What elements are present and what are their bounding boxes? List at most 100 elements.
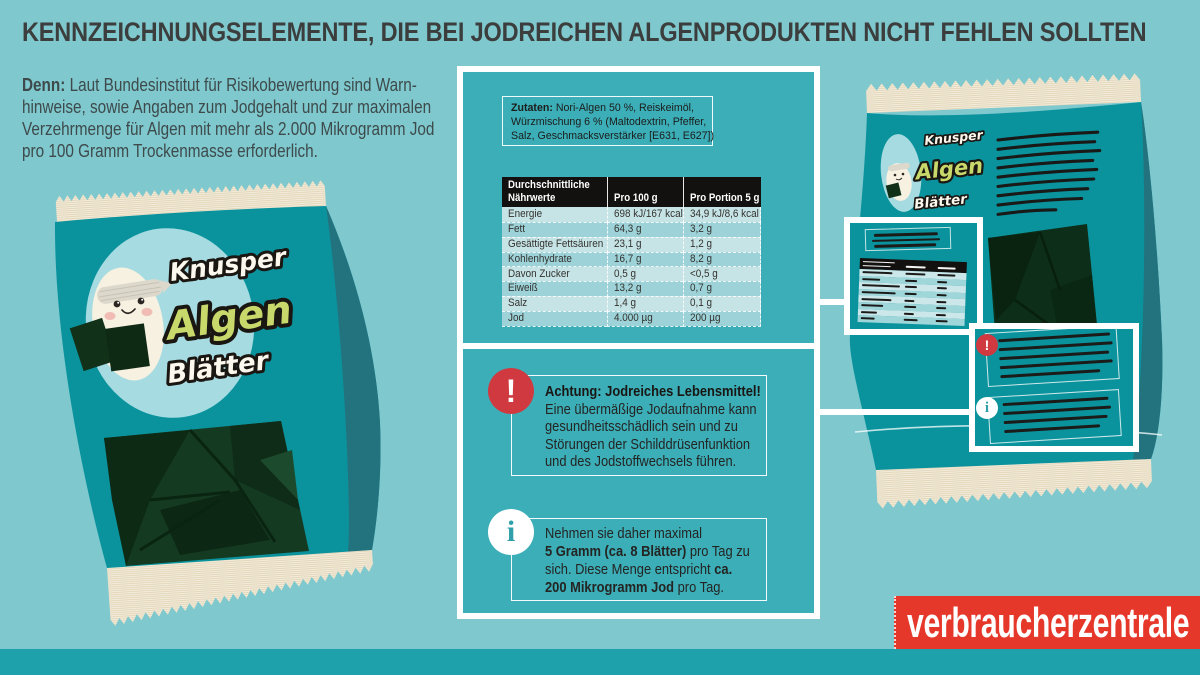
text-line: [996, 208, 1058, 216]
text-line: [936, 293, 947, 297]
text-line: [861, 297, 892, 301]
callout-ingredients: [844, 217, 983, 335]
advice-text: Nehmen sie daher maximal 5 Gramm (ca. 8 …: [545, 525, 750, 596]
nutrition-row: Salz 1,4 g 0,1 g: [502, 296, 761, 313]
text-line: [935, 313, 946, 317]
nutrition-cell: 200 µg: [683, 311, 761, 327]
nutrition-cell: 0,7 g: [683, 281, 761, 298]
text-line: [996, 130, 1100, 142]
connector-warning: [820, 409, 972, 415]
nutrition-cell: 13,2 g: [607, 281, 683, 298]
bag-top-seal: [55, 180, 327, 222]
nutrition-row: Energie 698 kJ/167 kcal 34,9 kJ/8,6 kcal: [502, 207, 761, 223]
intro-paragraph: Denn: Laut Bundesinstitut für Risikobewe…: [22, 74, 498, 162]
nutrition-row: Gesättigte Fettsäuren 23,1 g 1,2 g: [502, 236, 761, 253]
text-line: [904, 286, 917, 289]
footer-bar: [0, 649, 1200, 675]
text-line: [904, 299, 915, 302]
nutrition-cell: 64,3 g: [607, 221, 683, 238]
nutrition-cell: 4.000 µg: [607, 311, 683, 327]
nutrition-cell: 0,5 g: [607, 266, 683, 283]
logo-text: verbraucherzentrale: [907, 598, 1190, 646]
text-line: [861, 304, 884, 308]
text-line: [998, 341, 1113, 352]
ingredients-label: Zutaten:: [511, 102, 553, 114]
nutrition-cell: 1,4 g: [607, 296, 683, 313]
nutrition-cell: Gesättigte Fettsäuren: [502, 237, 607, 253]
mini-info-icon: i: [976, 397, 998, 419]
nutrition-cell: 34,9 kJ/8,6 kcal: [683, 207, 761, 223]
nutrition-cell: Eiweiß: [502, 281, 607, 298]
exclamation-icon: !: [488, 368, 534, 414]
page-title: KENNZEICHNUNGSELEMENTE, DIE BEI JODREICH…: [22, 17, 1147, 47]
nutrition-row: Davon Zucker 0,5 g <0,5 g: [502, 266, 761, 283]
algae-bag-front: Knusper Algen Blätter: [54, 180, 381, 626]
text-line: [874, 243, 937, 248]
ingredients-box: Zutaten: Nori-Algen 50 %, Reiskeimöl, Wü…: [502, 96, 715, 146]
warning-box: Achtung: Jodreiches Lebensmittel! Eine ü…: [511, 375, 767, 476]
text-line: [871, 237, 941, 243]
text-line: [996, 167, 1099, 179]
seaweed-window: [104, 421, 309, 566]
text-line: [996, 177, 1096, 189]
nutrition-cell: Energie: [502, 207, 607, 223]
text-line: [1003, 405, 1112, 416]
intro-text: Laut Bundesinstitut für Risikobewertung …: [22, 75, 435, 161]
nori-sheets: [69, 317, 150, 372]
mini-advice-box: [987, 389, 1122, 444]
onigiri-character: [69, 267, 173, 381]
nutrition-row: Kohlenhydrate 16,7 g 8,2 g: [502, 251, 761, 268]
text-line: [905, 272, 926, 276]
nutrition-table: Durchschnittliche Nährwerte Pro 100 g Pro …: [502, 177, 761, 327]
mini-warning-box: [984, 325, 1120, 387]
text-line: [862, 264, 891, 268]
nutrition-table-header: Durchschnittliche Nährwerte Pro 100 g Pro …: [502, 177, 761, 208]
text-line: [996, 187, 1090, 198]
text-line: [903, 312, 914, 315]
text-line: [996, 196, 1084, 207]
text-line: [999, 359, 1113, 370]
nutrition-cell: 23,1 g: [607, 236, 683, 253]
ingredients-text: Nori-Algen 50 %, Reiskeimöl, Würzmischun…: [511, 102, 715, 143]
nutrition-row: Fett 64,3 g 3,2 g: [502, 221, 761, 238]
connector-ingredients: [820, 299, 845, 305]
text-line: [936, 307, 947, 310]
text-line: [996, 149, 1102, 161]
text-line: [1002, 396, 1109, 407]
ingredients-panel: Zutaten: Nori-Algen 50 %, Reiskeimöl, Wü…: [457, 66, 820, 349]
text-line: [937, 274, 956, 277]
nutrition-cell: <0,5 g: [683, 266, 761, 283]
text-line: [860, 317, 875, 320]
mini-exclamation-icon: !: [976, 334, 998, 356]
text-line: [999, 350, 1110, 361]
text-line: [905, 265, 926, 269]
bag-shade: [1133, 102, 1163, 460]
intro-bold: Denn:: [22, 75, 66, 95]
bag-bottom-seal: [107, 550, 373, 626]
text-line: [862, 277, 881, 281]
mini-ingredients-box: [864, 226, 952, 252]
text-line: [937, 280, 948, 284]
text-line: [860, 310, 877, 314]
text-line: [862, 271, 893, 275]
mini-onigiri: [885, 162, 912, 201]
text-line: [905, 279, 918, 282]
callout-warning: ! i: [969, 323, 1139, 452]
nutrition-cell: Kohlenhydrate: [502, 252, 607, 268]
text-line: [996, 140, 1097, 151]
text-line: [862, 260, 895, 264]
text-line: [935, 320, 948, 323]
text-line: [861, 291, 896, 295]
nutrition-row: Eiweiß 13,2 g 0,7 g: [502, 281, 761, 298]
bag-top-seal: [866, 73, 1141, 113]
text-line: [861, 284, 900, 288]
nutrition-cell: Davon Zucker: [502, 267, 607, 283]
warning-title: Achtung: Jodreiches Lebensmittel!: [545, 383, 761, 400]
backside-text-lines: [996, 130, 1102, 216]
nutrition-row: Jod 4.000 µg 200 µg: [502, 311, 761, 327]
nutrition-cell: 3,2 g: [683, 221, 761, 238]
nutrition-cell: 16,7 g: [607, 251, 683, 268]
bag-shade: [326, 206, 381, 552]
verbraucherzentrale-logo: verbraucherzentrale: [894, 596, 1200, 649]
